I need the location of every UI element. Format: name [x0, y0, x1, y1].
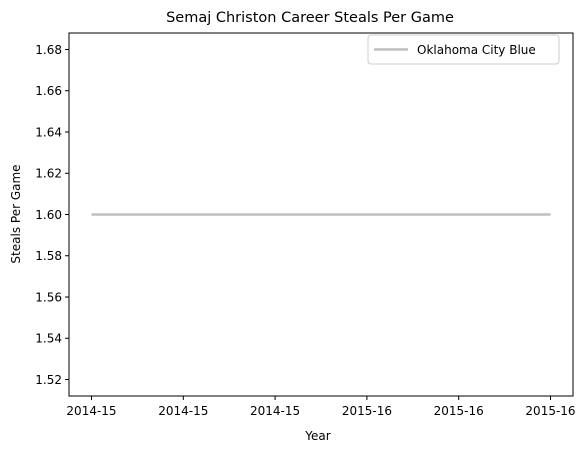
y-tick-label: 1.68 [35, 43, 62, 57]
x-tick-label: 2014-15 [250, 404, 300, 418]
y-tick-label: 1.66 [35, 84, 62, 98]
x-tick-label: 2014-15 [158, 404, 208, 418]
x-axis-label: Year [304, 429, 330, 443]
x-tick-label: 2015-16 [525, 404, 575, 418]
legend-label: Oklahoma City Blue [417, 43, 536, 57]
legend-box [367, 34, 560, 65]
plot-area: 1.52 1.54 1.56 1.58 1.60 1.62 1.64 1.66 1.68 2014… [35, 32, 576, 418]
y-tick-label: 1.60 [35, 208, 62, 222]
x-tick-label: 2014-15 [66, 404, 116, 418]
y-tick-label: 1.56 [35, 290, 62, 304]
y-tick-label: 1.58 [35, 249, 62, 263]
y-tick-label: 1.62 [35, 167, 62, 181]
legend: Oklahoma City Blue [367, 34, 560, 65]
y-axis-label: Steals Per Game [9, 164, 23, 263]
x-tick-label: 2015-16 [434, 404, 484, 418]
y-tick-label: 1.54 [35, 332, 62, 346]
y-tick-label: 1.52 [35, 373, 62, 387]
y-tick-label: 1.64 [35, 125, 62, 139]
x-tick-label: 2015-16 [342, 404, 392, 418]
chart-title: Semaj Christon Career Steals Per Game [166, 10, 454, 26]
